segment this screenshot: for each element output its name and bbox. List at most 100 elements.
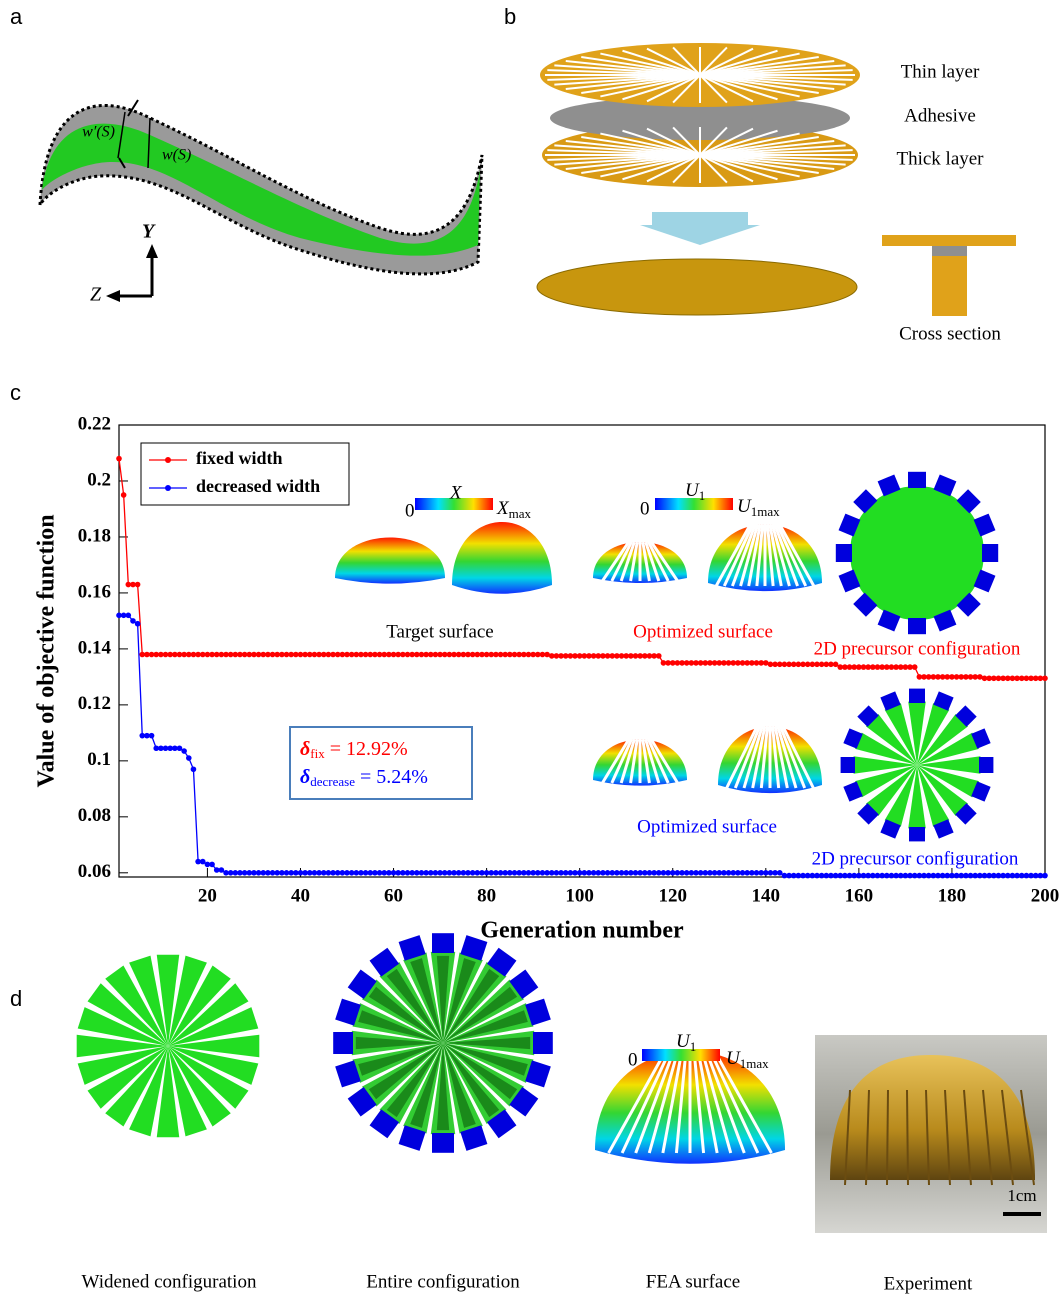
legend-marker (165, 457, 171, 463)
tab (533, 1032, 553, 1054)
data-point (200, 859, 206, 865)
width-label: w′(S) (82, 124, 115, 141)
colorbar-max: U1max (726, 1048, 769, 1071)
y-tick-label: 0.1 (87, 749, 111, 770)
data-point (209, 862, 215, 868)
y-tick-label: 0.18 (78, 525, 111, 546)
y-tick-label: 0.12 (78, 693, 111, 714)
annotation: Optimized surface (633, 621, 773, 642)
delta-value: = 5.24% (355, 766, 428, 788)
tab (979, 757, 993, 773)
delta-sub: decrease (310, 774, 355, 789)
annotation: 2D precursor configuration (814, 638, 1021, 659)
x-tick-label: 140 (752, 885, 781, 906)
layer-label: Adhesive (904, 105, 976, 126)
data-point (149, 733, 155, 739)
data-point (219, 867, 225, 873)
delta-sym: δ (300, 738, 310, 760)
x-axis-title: Generation number (480, 918, 684, 944)
caption: Experiment (884, 1273, 973, 1294)
tab (432, 933, 454, 953)
x-tick-label: 20 (198, 885, 217, 906)
layer-label: Thin layer (901, 61, 980, 82)
y-axis-title: Value of objective function (34, 514, 60, 787)
colorbar-max-sub: 1max (751, 504, 780, 519)
layers (537, 43, 1016, 316)
layer-label: Cross section (899, 323, 1001, 344)
width-label: w(S) (162, 147, 191, 164)
tab (909, 827, 925, 841)
figure: a b c d w′(S) w(S) Y Z Thin layer Adhesi… (0, 0, 1062, 1299)
legend-marker (165, 485, 171, 491)
x-tick-label: 40 (291, 885, 310, 906)
axis-z: Z (90, 284, 102, 306)
colorbar-max: U1max (737, 496, 780, 519)
photo-strip (887, 1090, 888, 1185)
colorbar-min: 0 (405, 500, 415, 521)
tab (841, 757, 855, 773)
tab (982, 544, 998, 562)
legend-label: fixed width (196, 448, 283, 468)
axis-y: Y (142, 221, 156, 243)
panel-label: d (10, 986, 22, 1011)
x-tick-label: 180 (938, 885, 967, 906)
data-point (656, 653, 662, 659)
y-tick-label: 0.06 (78, 861, 111, 882)
panel-label: a (10, 4, 23, 29)
colorbar-label: U1 (685, 480, 705, 503)
colorbar-min: 0 (640, 498, 650, 519)
panel-d-art (77, 933, 1047, 1233)
legend-label: decreased width (196, 476, 320, 496)
panel-label: c (10, 380, 21, 405)
y-tick-label: 0.08 (78, 805, 111, 826)
data-point (777, 870, 783, 876)
caption: Widened configuration (82, 1271, 257, 1292)
delta-sub: fix (310, 746, 325, 761)
data-point (130, 618, 136, 624)
wedge (854, 756, 917, 774)
x-tick-label: 120 (658, 885, 687, 906)
data-point (135, 582, 141, 588)
colorbar-min: 0 (628, 1049, 638, 1070)
tab (836, 544, 852, 562)
panel-label: b (504, 4, 516, 29)
layer-label: Thick layer (896, 148, 984, 169)
data-point (121, 492, 127, 498)
scale-label: 1cm (1007, 1186, 1036, 1205)
colorbar-max-sub: 1max (740, 1056, 769, 1071)
data-point (1042, 873, 1048, 879)
annotation: Optimized surface (637, 816, 777, 837)
axes-icon (106, 244, 158, 302)
data-point (1042, 675, 1048, 681)
colorbar-max: Xmax (496, 498, 531, 521)
x-tick-label: 160 (845, 885, 874, 906)
delta-sym: δ (300, 766, 310, 788)
colorbar-label: U1 (676, 1031, 696, 1054)
data-point (912, 664, 918, 670)
dome (335, 538, 445, 584)
y-tick-label: 0.14 (78, 637, 112, 658)
x-tick-label: 80 (477, 885, 496, 906)
caption: FEA surface (646, 1271, 740, 1292)
x-tick-label: 100 (565, 885, 594, 906)
data-point (126, 613, 132, 619)
caption: Entire configuration (366, 1271, 520, 1292)
wedge (908, 702, 926, 765)
tab (909, 689, 925, 703)
colorbar-label: X (449, 482, 463, 503)
x-tick-label: 60 (384, 885, 403, 906)
delta-value: = 12.92% (325, 738, 408, 760)
colorbar-label-sub: 1 (699, 488, 706, 503)
colorbar-max-sub: max (509, 506, 532, 521)
x-tick-label: 200 (1031, 885, 1060, 906)
tab (333, 1032, 353, 1054)
data-point (186, 755, 192, 761)
data-point (191, 766, 197, 772)
data-point (181, 748, 187, 754)
wedge (917, 756, 980, 774)
data-point (177, 745, 183, 751)
tab (908, 472, 926, 488)
tab (908, 618, 926, 634)
chart: Generation number Value of objective fun… (34, 413, 1060, 943)
data-point (116, 456, 122, 462)
